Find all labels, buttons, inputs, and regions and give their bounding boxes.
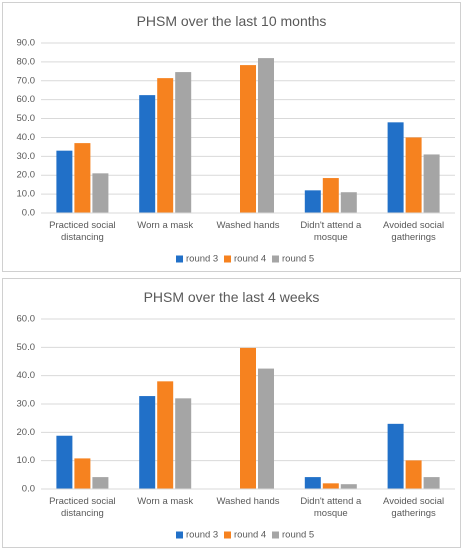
legend-label: round 5 — [282, 530, 314, 541]
bar — [139, 95, 156, 213]
bar — [387, 423, 404, 489]
y-tick-label: 60.0 — [17, 94, 36, 105]
chart-panel: PHSM over the last 10 months 0.0 10.0 20.0 3… — [2, 2, 461, 272]
bar — [322, 483, 339, 489]
bar — [74, 458, 91, 489]
bar — [258, 368, 274, 489]
bar — [157, 381, 174, 489]
x-tick-label: Worn a mask — [137, 220, 194, 231]
bar — [405, 460, 422, 489]
y-tick-label: 60.0 — [17, 314, 36, 325]
chart-title: PHSM over the last 4 weeks — [143, 289, 320, 305]
x-tick-label: Didn't attend a mosque — [300, 496, 362, 519]
bar — [157, 78, 174, 213]
bar — [423, 477, 440, 489]
bar — [304, 477, 321, 489]
bar — [175, 398, 192, 489]
chart-title: PHSM over the last 10 months — [136, 13, 327, 29]
legend-label: round 5 — [282, 254, 314, 265]
y-tick-label: 80.0 — [17, 56, 36, 67]
y-tick-label: 20.0 — [17, 427, 36, 438]
bar — [322, 178, 339, 213]
chart: 0.0 10.0 20.0 30.0 40.0 50.0 60.0 70.0 80.0 90.0 r… — [17, 38, 455, 265]
legend-swatch — [224, 531, 231, 539]
chart: 0.0 10.0 20.0 30.0 40.0 50.0 60.0 round 3 round … — [17, 314, 455, 541]
bar — [304, 190, 321, 213]
y-tick-label: 50.0 — [17, 342, 36, 353]
bar — [405, 137, 422, 213]
legend-label: round 4 — [234, 530, 266, 541]
x-tick-label: Worn a mask — [137, 496, 194, 507]
bar — [258, 58, 274, 213]
bar — [340, 192, 357, 213]
bar — [56, 150, 73, 213]
bar — [387, 122, 404, 213]
x-tick-label: Avoided social gatherings — [383, 220, 445, 243]
y-tick-label: 30.0 — [17, 399, 36, 410]
bar — [139, 396, 156, 489]
x-tick-label: Practiced social distancing — [49, 496, 116, 519]
y-tick-label: 50.0 — [17, 113, 36, 124]
y-tick-label: 40.0 — [17, 370, 36, 381]
y-tick-label: 0.0 — [22, 208, 35, 219]
y-tick-label: 10.0 — [17, 455, 36, 466]
bar — [92, 173, 109, 213]
legend-label: round 4 — [234, 254, 266, 265]
chart-panel: PHSM over the last 4 weeks 0.0 10.0 20.0 30.… — [2, 278, 461, 548]
x-tick-label: Avoided social gatherings — [383, 496, 445, 519]
y-tick-label: 90.0 — [17, 38, 36, 49]
legend-swatch — [272, 255, 279, 263]
bar — [423, 154, 440, 213]
x-tick-label: Washed hands — [216, 496, 280, 507]
y-tick-label: 10.0 — [17, 189, 36, 200]
x-tick-label: Didn't attend a mosque — [300, 220, 362, 243]
x-tick-label: Washed hands — [216, 220, 280, 231]
legend-label: round 3 — [186, 530, 218, 541]
bar — [74, 143, 91, 213]
y-tick-label: 70.0 — [17, 75, 36, 86]
y-tick-label: 30.0 — [17, 151, 36, 162]
x-tick-label: Practiced social distancing — [49, 220, 116, 243]
y-tick-label: 40.0 — [17, 132, 36, 143]
bar — [92, 477, 109, 489]
legend-label: round 3 — [186, 254, 218, 265]
bar — [240, 347, 256, 489]
bar — [340, 484, 357, 489]
legend-swatch — [272, 531, 279, 539]
y-tick-label: 0.0 — [22, 484, 35, 495]
bar — [56, 435, 73, 489]
legend-swatch — [224, 255, 231, 263]
bar — [240, 65, 256, 213]
legend-swatch — [176, 531, 183, 539]
legend-swatch — [176, 255, 183, 263]
y-tick-label: 20.0 — [17, 170, 36, 181]
bar — [175, 72, 192, 213]
